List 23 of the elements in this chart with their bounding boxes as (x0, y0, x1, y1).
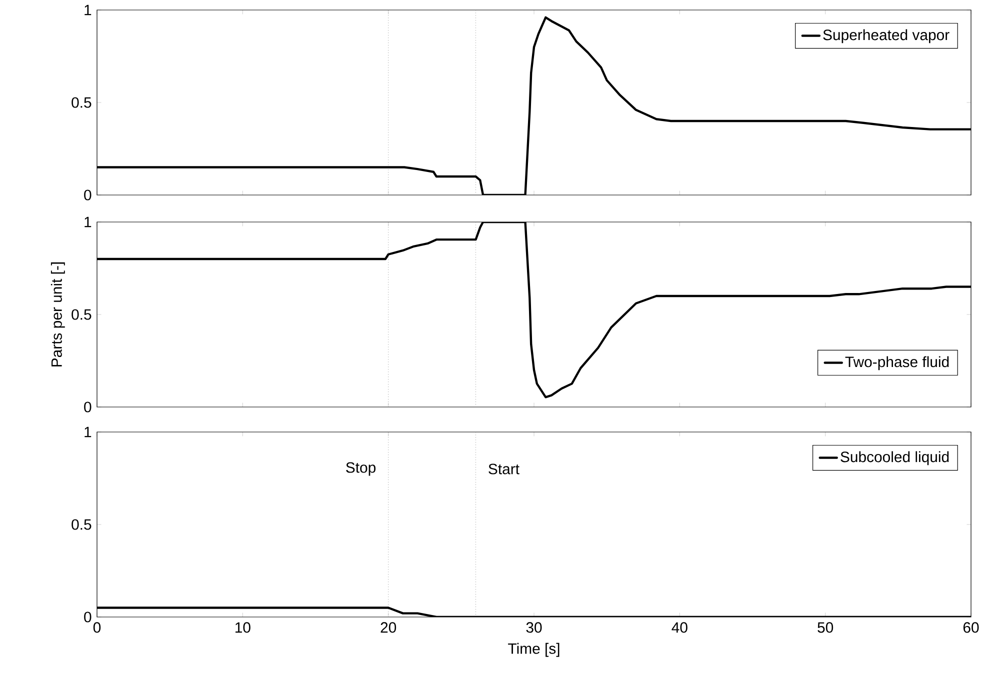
legend-label: Superheated vapor (823, 29, 950, 44)
y-tick-label: 1 (84, 216, 92, 228)
x-tick-label: 60 (963, 622, 979, 633)
y-tick-label: 0.5 (72, 519, 92, 530)
x-tick-label: 30 (526, 622, 542, 633)
y-tick-label: 0.5 (72, 309, 92, 320)
x-tick-label: 20 (380, 622, 396, 633)
y-tick-label: 0.5 (72, 97, 92, 108)
ref-line-label: Stop (346, 462, 376, 476)
y-axis-title: Parts per unit [-] (50, 262, 65, 366)
y-tick-label: 0 (84, 402, 92, 412)
x-tick-label: 0 (93, 622, 101, 633)
y-tick-label: 0 (84, 612, 92, 622)
legend-label: Subcooled liquid (840, 451, 949, 466)
y-tick-label: 1 (84, 426, 92, 438)
x-tick-label: 40 (672, 622, 688, 633)
x-tick-label: 50 (818, 622, 834, 633)
ref-line-label: Start (488, 464, 520, 474)
y-tick-label: 0 (84, 190, 92, 200)
legend-label: Two-phase fluid (845, 356, 949, 370)
y-tick-label: 1 (84, 4, 92, 16)
x-tick-label: 10 (236, 622, 250, 633)
x-axis-title: Time [s] (508, 642, 560, 657)
